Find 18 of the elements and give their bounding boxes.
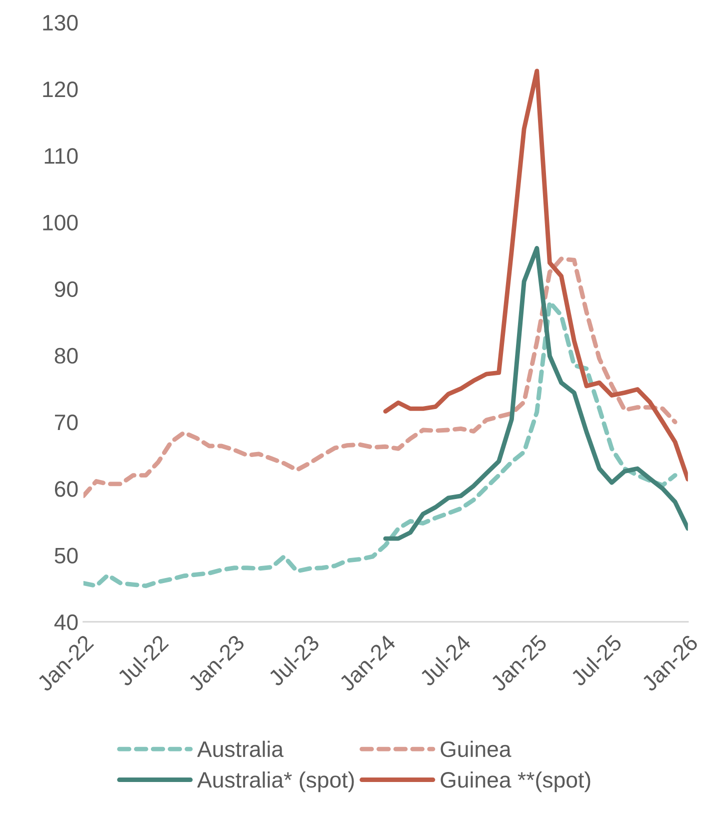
legend-label: Australia* (spot): [197, 771, 354, 792]
y-tick-label: 90: [54, 281, 78, 298]
y-tick-label: 100: [43, 214, 78, 230]
legend-label: Guinea: [440, 740, 512, 758]
y-tick-label: 60: [54, 481, 78, 497]
y-tick-label: 40: [54, 614, 78, 630]
y-tick-label: 50: [54, 548, 78, 564]
line-series: [83, 256, 678, 498]
y-tick-label: 70: [54, 414, 78, 430]
legend-label: Australia: [197, 740, 284, 758]
line-series: [383, 68, 688, 482]
line-series: [83, 300, 678, 588]
y-tick-label: 80: [54, 348, 78, 364]
y-tick-label: 130: [43, 14, 78, 31]
y-tick-label: 120: [43, 82, 78, 98]
y-tick-label: 110: [44, 148, 78, 164]
legend-label: Guinea **(spot): [440, 771, 590, 792]
line-series: [383, 246, 688, 541]
